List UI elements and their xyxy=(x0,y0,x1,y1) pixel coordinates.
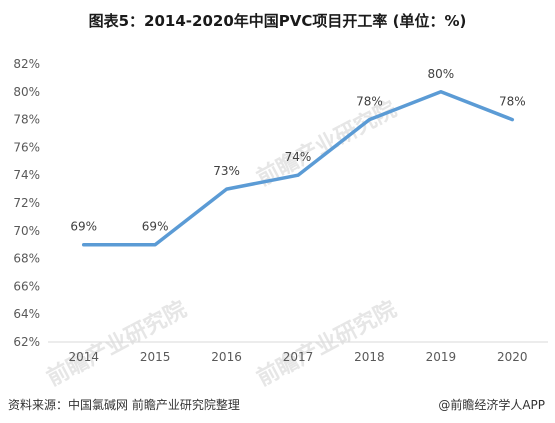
data-label: 80% xyxy=(428,67,455,81)
data-label: 78% xyxy=(499,95,526,109)
data-label: 73% xyxy=(213,164,240,178)
x-tick-label: 2020 xyxy=(497,350,528,364)
data-label: 69% xyxy=(142,220,169,234)
x-tick-label: 2019 xyxy=(426,350,457,364)
watermark-text: 前瞻产业研究院 xyxy=(253,96,401,191)
y-tick-label: 70% xyxy=(13,224,40,238)
y-tick-label: 62% xyxy=(13,335,40,349)
y-tick-label: 72% xyxy=(13,196,40,210)
y-tick-label: 66% xyxy=(13,279,40,293)
x-tick-label: 2017 xyxy=(283,350,314,364)
x-axis: 2014 2015 2016 2017 2018 2019 2020 xyxy=(68,350,527,364)
x-tick-label: 2014 xyxy=(68,350,99,364)
data-label: 78% xyxy=(356,95,383,109)
x-tick-label: 2016 xyxy=(211,350,242,364)
series-line xyxy=(81,90,515,247)
watermark-text: 前瞻产业研究院 xyxy=(43,296,191,391)
brand-credit: @前瞻经济学人APP xyxy=(438,398,545,412)
y-tick-label: 74% xyxy=(13,168,40,182)
y-axis: 62% 64% 66% 68% 70% 72% 74% 76% 78% 80% 82% xyxy=(13,57,40,349)
x-tick-label: 2015 xyxy=(140,350,171,364)
source-note: 资料来源：中国氯碱网 前瞻产业研究院整理 xyxy=(8,398,240,412)
y-tick-label: 68% xyxy=(13,252,40,266)
data-label: 74% xyxy=(285,150,312,164)
y-tick-label: 76% xyxy=(13,140,40,154)
watermark-text: 前瞻产业研究院 xyxy=(253,296,401,391)
chart-title: 图表5：2014-2020年中国PVC项目开工率 (单位：%) xyxy=(88,12,467,30)
data-labels: 69% 69% 73% 74% 78% 80% 78% xyxy=(70,67,525,234)
y-tick-label: 64% xyxy=(13,307,40,321)
data-label: 69% xyxy=(70,220,97,234)
y-tick-label: 78% xyxy=(13,113,40,127)
y-tick-label: 82% xyxy=(13,57,40,71)
x-tick-label: 2018 xyxy=(354,350,385,364)
y-tick-label: 80% xyxy=(13,85,40,99)
